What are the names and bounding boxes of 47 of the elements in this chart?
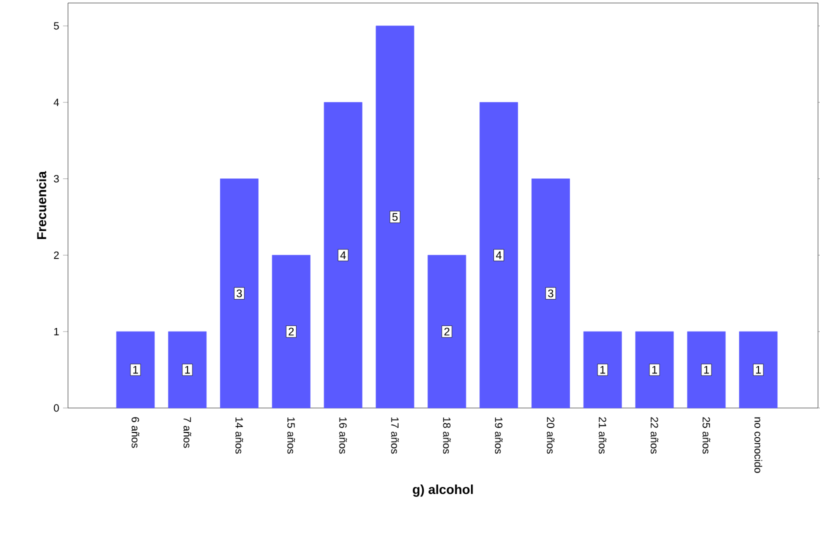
- x-tick-label: 21 años: [598, 417, 606, 454]
- x-tick-label: 16 años: [339, 417, 347, 454]
- bar: [480, 102, 518, 408]
- bar: [583, 331, 622, 408]
- bar: [116, 331, 155, 408]
- y-tick-label: 3: [54, 175, 59, 182]
- x-tick-label: 7 años: [184, 417, 192, 448]
- x-tick-label: 6 años: [132, 417, 140, 448]
- x-tick-label: 20 años: [546, 417, 555, 454]
- x-tick-label: 25 años: [702, 417, 710, 454]
- data-label: 3: [548, 289, 554, 298]
- x-tick-label: no conocido: [754, 417, 762, 473]
- bar: [532, 178, 570, 408]
- x-tick-label: 14 años: [235, 417, 244, 454]
- y-tick-label: 2: [54, 252, 59, 259]
- data-label: 1: [600, 366, 606, 374]
- x-tick-label: 18 años: [443, 417, 451, 454]
- data-label: 4: [340, 251, 346, 259]
- bar: [272, 254, 310, 408]
- y-tick-label: 5: [54, 22, 59, 30]
- x-tick-label: 17 años: [391, 417, 399, 454]
- data-label: 2: [444, 328, 450, 336]
- bar: [168, 331, 207, 408]
- y-axis-title: Frecuencia: [36, 171, 46, 239]
- data-label: 4: [496, 251, 502, 259]
- bar: [428, 254, 466, 408]
- y-tick-label: 1: [54, 328, 59, 336]
- bar: [635, 331, 674, 408]
- y-tick-label: 0: [54, 404, 59, 412]
- bar: [376, 26, 414, 408]
- data-label: 2: [288, 328, 294, 336]
- data-label: 5: [392, 213, 398, 221]
- data-label: 1: [704, 366, 709, 374]
- data-label: 1: [185, 366, 190, 374]
- y-tick-label: 4: [54, 98, 59, 106]
- x-axis-title: g) alcohol: [412, 484, 473, 497]
- x-tick-label: 22 años: [650, 417, 658, 454]
- data-label: 1: [756, 366, 761, 374]
- bar: [687, 331, 726, 408]
- data-label: 3: [236, 289, 242, 298]
- bar: [220, 178, 258, 408]
- data-label: 1: [652, 366, 658, 374]
- data-label: 1: [133, 366, 138, 374]
- bar: [739, 331, 778, 408]
- x-tick-label: 19 años: [494, 417, 503, 454]
- x-tick-label: 15 años: [287, 417, 296, 454]
- bar: [324, 102, 362, 408]
